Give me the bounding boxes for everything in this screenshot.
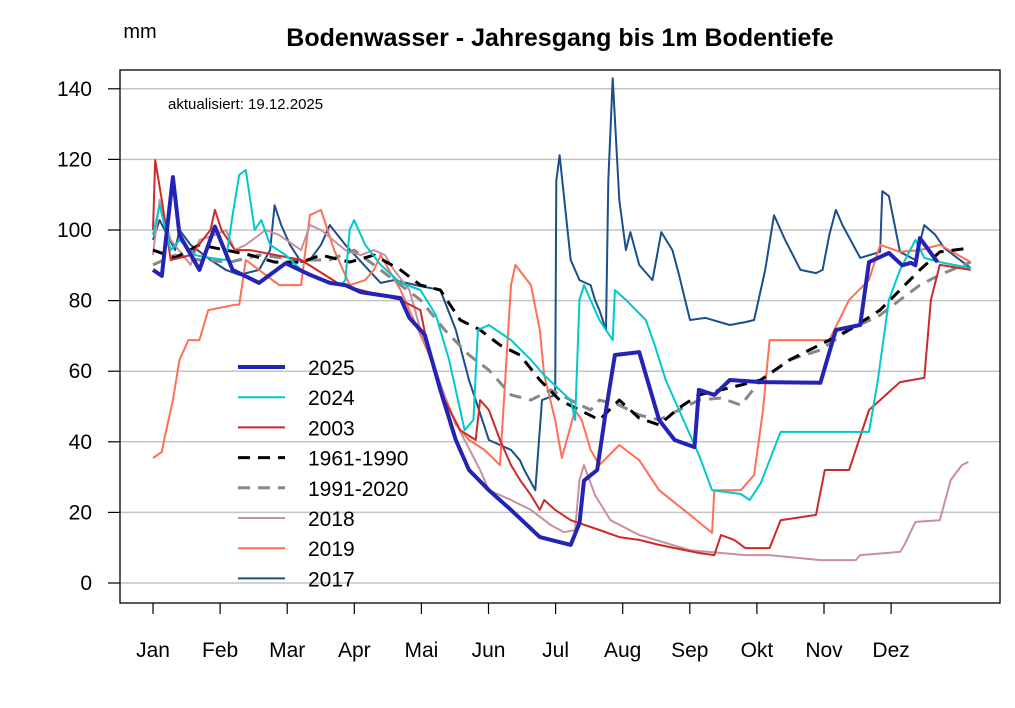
x-tick-label: Feb	[202, 639, 238, 662]
series-line-2018	[152, 199, 969, 562]
x-tick-label: Apr	[338, 639, 371, 662]
update-note: aktualisiert: 19.12.2025	[168, 96, 323, 113]
legend-label: 2025	[308, 357, 355, 380]
plot-frame	[119, 69, 1001, 604]
x-tick-label: Nov	[805, 639, 843, 662]
y-tick-label: 120	[57, 148, 92, 171]
chart-title: Bodenwasser - Jahresgang bis 1m Bodentie…	[286, 24, 833, 52]
y-tick-label: 140	[57, 78, 92, 101]
x-tick-label: Jan	[136, 639, 170, 662]
series-line-1961-1990	[152, 243, 971, 427]
legend-label: 1961-1990	[308, 448, 408, 471]
legend-label: 2019	[308, 538, 355, 561]
series-line-2025	[151, 175, 940, 547]
legend-label: 2024	[308, 387, 355, 410]
x-tick-label: Mar	[269, 639, 305, 662]
series-lines	[151, 77, 972, 562]
y-tick-label: 20	[69, 501, 92, 524]
x-tick-label: Sep	[671, 639, 708, 662]
legend-label: 2003	[308, 417, 355, 440]
series-line-2003	[152, 159, 971, 557]
series-line-2017	[152, 77, 972, 492]
x-tick-label: Jul	[542, 639, 569, 662]
y-tick-label: 0	[80, 572, 92, 595]
series-line-2024	[152, 169, 971, 501]
legend-label: 2017	[308, 568, 355, 591]
x-tick-label: Mai	[404, 639, 438, 662]
legend: 2025 2024 2003 1961-1990 1991-2020 2018 2019 20…	[238, 357, 408, 591]
series-line-2019	[152, 208, 972, 534]
legend-label: 2018	[308, 508, 355, 531]
x-tick-label: Okt	[741, 639, 774, 662]
y-tick-label: 40	[69, 431, 92, 454]
y-tick-label: 80	[69, 290, 92, 313]
x-tick-label: Jun	[472, 639, 506, 662]
x-tick-label: Dez	[872, 639, 909, 662]
legend-label: 1991-2020	[308, 478, 408, 501]
x-tick-label: Aug	[604, 639, 641, 662]
series-line-1991-2020	[152, 248, 972, 422]
axes: 0 20 40 60 80 100 120 140 Jan Feb Mar Apr Mai Jun Jul A…	[57, 78, 910, 662]
y-tick-label: 60	[69, 360, 92, 383]
y-axis-unit: mm	[123, 21, 156, 43]
y-tick-label: 100	[57, 219, 92, 242]
